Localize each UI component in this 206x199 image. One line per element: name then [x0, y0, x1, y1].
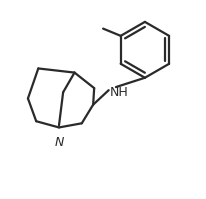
- Text: NH: NH: [109, 86, 128, 99]
- Text: N: N: [54, 136, 63, 149]
